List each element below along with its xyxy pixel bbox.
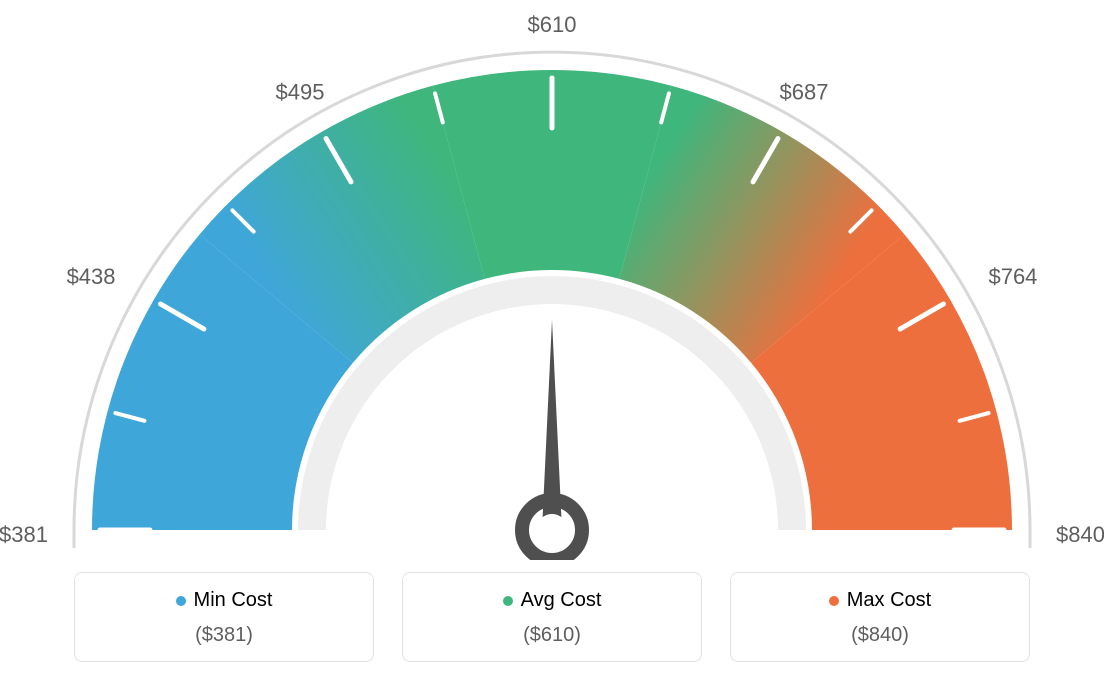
legend-title-max: Max Cost bbox=[741, 589, 1019, 612]
tick-label: $840 bbox=[1056, 522, 1104, 547]
legend-label-min: Min Cost bbox=[194, 589, 273, 612]
legend-row: Min Cost ($381) Avg Cost ($610) Max Cost… bbox=[0, 572, 1104, 662]
tick-label: $381 bbox=[0, 522, 48, 547]
legend-value-avg: ($610) bbox=[413, 624, 691, 647]
tick-label: $438 bbox=[67, 264, 116, 289]
legend-label-avg: Avg Cost bbox=[521, 589, 602, 612]
legend-value-min: ($381) bbox=[85, 624, 363, 647]
dot-avg bbox=[503, 596, 513, 606]
gauge-svg: $381 $438 $495 $610 $687 $764 $840 bbox=[0, 0, 1104, 560]
tick-label: $687 bbox=[780, 80, 829, 105]
tick-label: $764 bbox=[988, 264, 1037, 289]
legend-box-max: Max Cost ($840) bbox=[730, 572, 1030, 662]
gauge-area: $381 $438 $495 $610 $687 $764 $840 bbox=[0, 0, 1104, 560]
cost-gauge-chart: { "gauge": { "type": "gauge", "cx": 552,… bbox=[0, 0, 1104, 690]
legend-box-min: Min Cost ($381) bbox=[74, 572, 374, 662]
needle-hub-inner bbox=[536, 514, 568, 546]
legend-title-avg: Avg Cost bbox=[413, 589, 691, 612]
tick-label: $495 bbox=[276, 80, 325, 105]
tick-label: $610 bbox=[528, 12, 577, 37]
legend-box-avg: Avg Cost ($610) bbox=[402, 572, 702, 662]
dot-min bbox=[176, 596, 186, 606]
legend-title-min: Min Cost bbox=[85, 589, 363, 612]
dot-max bbox=[829, 596, 839, 606]
legend-value-max: ($840) bbox=[741, 624, 1019, 647]
legend-label-max: Max Cost bbox=[847, 589, 931, 612]
